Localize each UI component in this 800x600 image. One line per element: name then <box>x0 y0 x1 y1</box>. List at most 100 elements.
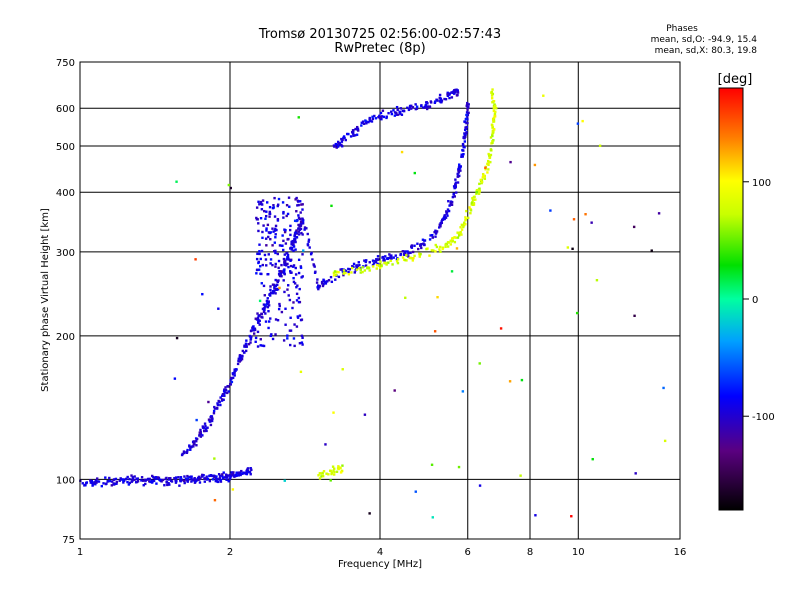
data-point <box>259 200 263 204</box>
data-point <box>267 300 270 303</box>
data-point <box>221 477 225 480</box>
data-point <box>91 484 94 487</box>
data-point <box>441 246 445 249</box>
data-point <box>205 429 208 433</box>
data-point <box>443 97 446 101</box>
data-point <box>273 229 277 232</box>
data-point <box>466 115 469 118</box>
data-point <box>299 370 303 374</box>
data-point <box>440 220 443 223</box>
data-point <box>223 476 227 479</box>
data-point <box>198 478 201 481</box>
data-point <box>220 394 224 397</box>
data-point <box>443 217 446 221</box>
data-point <box>491 134 494 138</box>
data-point <box>490 97 494 100</box>
data-point <box>490 123 494 126</box>
data-point <box>465 121 468 125</box>
data-point <box>443 214 446 217</box>
data-point <box>193 477 196 480</box>
data-point <box>258 314 261 317</box>
data-point <box>381 256 384 259</box>
data-point <box>462 224 466 227</box>
data-point <box>413 254 416 258</box>
data-point <box>133 478 136 481</box>
data-point <box>439 97 443 100</box>
data-point <box>493 113 497 116</box>
data-point <box>154 476 158 479</box>
data-point <box>489 160 492 164</box>
data-point <box>634 472 637 475</box>
data-point <box>289 264 293 268</box>
data-point <box>244 472 247 475</box>
data-point <box>178 484 181 487</box>
data-point <box>481 173 485 176</box>
data-point <box>194 258 197 261</box>
data-point <box>188 476 191 479</box>
data-point <box>295 325 299 328</box>
data-point <box>264 237 268 240</box>
data-point <box>274 227 277 231</box>
data-point <box>292 243 295 246</box>
data-point <box>466 101 469 105</box>
data-point <box>347 273 351 276</box>
data-point <box>181 452 184 456</box>
data-point <box>456 91 460 94</box>
data-point <box>460 228 464 231</box>
data-point <box>330 472 333 476</box>
data-point <box>292 249 295 252</box>
data-point <box>318 477 322 480</box>
data-point <box>395 260 399 263</box>
data-point <box>144 479 147 482</box>
data-point <box>449 243 453 246</box>
data-point <box>281 201 285 204</box>
data-point <box>273 215 277 218</box>
data-point <box>395 113 398 116</box>
data-point <box>118 479 121 482</box>
data-point <box>446 94 450 98</box>
data-point <box>244 349 248 353</box>
data-point <box>339 471 343 474</box>
data-point <box>261 307 265 311</box>
data-point <box>268 215 271 218</box>
data-point <box>259 257 262 261</box>
data-point <box>301 336 304 339</box>
data-point <box>490 94 494 97</box>
data-point <box>408 104 412 108</box>
data-point <box>396 113 400 116</box>
data-point <box>97 480 101 483</box>
data-point <box>316 278 319 281</box>
data-point <box>581 119 584 123</box>
data-point <box>212 409 216 413</box>
data-point <box>288 329 292 332</box>
data-point <box>293 239 296 243</box>
data-point <box>330 471 334 474</box>
data-point <box>264 320 268 323</box>
data-point <box>300 203 303 206</box>
data-point <box>205 475 208 478</box>
data-point <box>487 163 490 167</box>
data-point <box>356 266 359 270</box>
data-point <box>387 261 390 264</box>
data-point <box>282 339 286 342</box>
data-point <box>268 293 271 296</box>
data-point <box>394 254 397 257</box>
data-point <box>449 239 452 243</box>
data-point <box>470 203 473 206</box>
data-point <box>259 338 262 341</box>
data-point <box>234 473 238 477</box>
data-point <box>463 146 466 149</box>
data-point <box>334 273 338 276</box>
data-point <box>245 470 249 473</box>
phase-stats: Phases mean, sd,O: -94.9, 15.4 mean, sd,… <box>607 24 757 57</box>
data-point <box>240 356 243 359</box>
data-point <box>650 249 653 252</box>
data-point <box>475 192 478 195</box>
data-point <box>297 300 301 304</box>
data-point <box>202 474 205 477</box>
data-point <box>493 115 497 118</box>
data-point <box>463 132 466 135</box>
data-point <box>208 479 212 483</box>
data-point <box>218 474 222 477</box>
data-point <box>438 100 442 103</box>
